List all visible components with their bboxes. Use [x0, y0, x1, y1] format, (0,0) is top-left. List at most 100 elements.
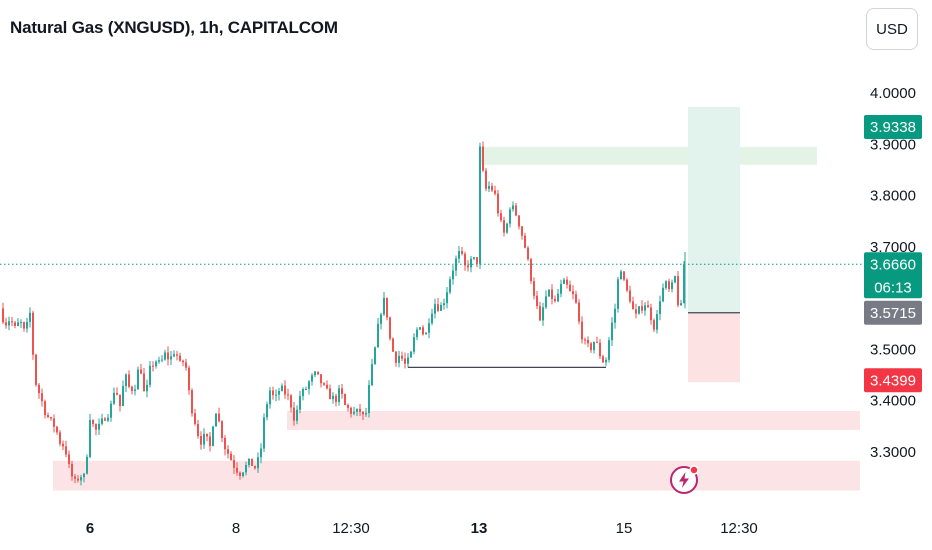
candle-body: [11, 321, 13, 323]
candle-body: [269, 390, 271, 405]
candle-body: [599, 342, 601, 357]
candle-body: [434, 304, 436, 314]
candle-body: [131, 386, 133, 391]
candle-body: [221, 421, 223, 438]
candle-body: [377, 323, 379, 348]
candle-body: [629, 290, 631, 302]
candle-body: [641, 306, 643, 311]
candle-body: [134, 389, 136, 391]
candle-body: [602, 356, 604, 363]
candle-body: [20, 322, 22, 324]
candle-body: [191, 390, 193, 414]
candle-body: [311, 375, 313, 382]
candle-body: [359, 408, 361, 412]
candle-body: [590, 343, 592, 351]
candle-body: [143, 373, 145, 392]
candle-body: [389, 317, 391, 339]
candle-body: [671, 282, 673, 290]
candle-body: [659, 301, 661, 315]
candle-body: [314, 371, 316, 376]
candle-body: [476, 257, 478, 264]
price-axis[interactable]: 4.0000 3.9000 3.8000 3.7000 3.5000 3.4000 3.30…: [870, 85, 916, 461]
candle-body: [530, 259, 532, 282]
candle-body: [437, 304, 439, 311]
price-tick-label: 3.3000: [870, 444, 916, 461]
candle-body: [29, 312, 31, 322]
candle-body: [125, 374, 127, 387]
candle-body: [572, 291, 574, 295]
candle-body: [197, 423, 199, 436]
price-tick-label: 4.0000: [870, 85, 916, 102]
candle-body: [668, 281, 670, 290]
candle-body: [293, 407, 295, 421]
candle-body: [395, 351, 397, 363]
candle-body: [494, 190, 496, 194]
time-tick-label: 8: [232, 520, 240, 537]
candle-body: [536, 295, 538, 307]
candle-body: [392, 338, 394, 352]
candle-body: [353, 411, 355, 414]
candle-body: [32, 312, 34, 355]
candle-body: [644, 305, 646, 311]
price-tick-label: 3.9000: [870, 136, 916, 153]
candle-body: [452, 270, 454, 280]
candle-body: [677, 276, 679, 306]
candle-body: [86, 456, 88, 474]
candle-body: [317, 371, 319, 375]
candle-body: [116, 392, 118, 395]
candle-body: [539, 306, 541, 321]
candle-body: [596, 341, 598, 343]
time-axis[interactable]: 6 8 12:30 13 15 12:30: [86, 520, 758, 537]
candle-body: [335, 395, 337, 403]
candle-body: [206, 433, 208, 437]
candle-body: [635, 309, 637, 314]
candle-body: [185, 362, 187, 368]
candle-body: [200, 435, 202, 445]
candle-body: [473, 257, 475, 259]
svg-text:3.5715: 3.5715: [870, 305, 916, 322]
candle-body: [35, 354, 37, 385]
candle-body: [485, 170, 487, 189]
candle-body: [245, 465, 247, 473]
candle-body: [83, 473, 85, 478]
chart-title: Natural Gas (XNGUSD), 1h, CAPITALCOM: [10, 18, 338, 37]
time-tick-label: 15: [616, 520, 633, 537]
candle-body: [467, 265, 469, 268]
candle-body: [38, 384, 40, 394]
price-tick-label: 3.8000: [870, 188, 916, 205]
candle-body: [560, 283, 562, 294]
candle-body: [263, 417, 265, 449]
currency-button[interactable]: USD: [866, 8, 918, 50]
candle-body: [674, 276, 676, 283]
candle-body: [260, 448, 262, 458]
candle-body: [290, 395, 292, 408]
candle-body: [650, 307, 652, 321]
candle-body: [275, 394, 277, 396]
long-position-stop-zone: [688, 312, 740, 383]
candle-body: [464, 253, 466, 266]
candle-body: [620, 271, 622, 280]
candle-body: [422, 327, 424, 335]
candle-body: [413, 337, 415, 352]
candle-body: [14, 322, 16, 326]
candle-body: [308, 381, 310, 390]
candle-body: [71, 464, 73, 477]
candle-body: [5, 322, 7, 326]
candle-body: [218, 413, 220, 422]
candle-body: [350, 407, 352, 414]
candle-body: [374, 347, 376, 365]
lightning-alert-icon[interactable]: [670, 465, 699, 494]
candle-body: [542, 307, 544, 321]
candle-body: [545, 296, 547, 308]
candle-body: [50, 417, 52, 419]
candle-body: [74, 476, 76, 479]
candle-body: [320, 374, 322, 384]
candle-body: [2, 308, 4, 323]
candle-body: [584, 339, 586, 341]
candle-body: [479, 146, 481, 264]
candle-body: [614, 308, 616, 323]
candle-body: [362, 411, 364, 415]
price-tick-label: 3.4000: [870, 393, 916, 410]
zones-layer: [53, 106, 860, 491]
